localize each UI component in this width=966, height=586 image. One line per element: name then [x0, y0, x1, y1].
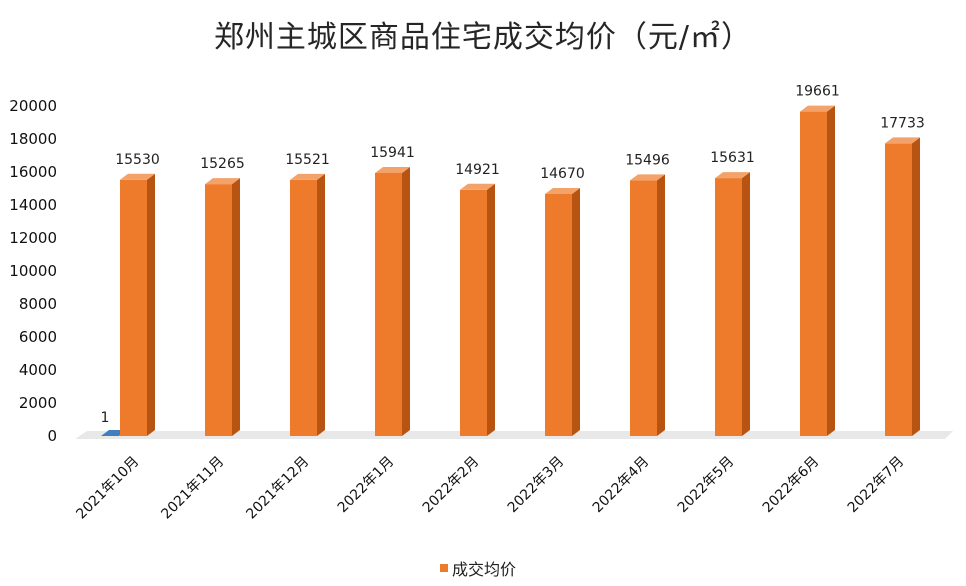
data-label: 1	[101, 410, 110, 426]
data-label: 15265	[200, 156, 245, 172]
data-label: 15530	[115, 152, 160, 168]
y-tick-label: 2000	[19, 394, 57, 412]
y-tick-label: 12000	[9, 229, 57, 247]
x-tick-label: 2022年5月	[675, 454, 738, 517]
bar-side	[912, 137, 920, 436]
bar-side	[147, 173, 155, 436]
bar	[375, 166, 410, 436]
bar-top	[375, 166, 410, 173]
bar-top	[120, 173, 155, 180]
x-tick-label: 2021年10月	[73, 454, 142, 523]
y-tick-label: 8000	[19, 295, 57, 313]
bar	[205, 178, 240, 436]
data-label: 19661	[795, 84, 840, 100]
bar-side	[317, 173, 325, 436]
bar	[460, 183, 495, 436]
y-tick-label: 16000	[9, 163, 57, 181]
bar-side	[487, 183, 495, 436]
x-tick-label: 2022年4月	[590, 454, 653, 517]
bar-side	[742, 172, 750, 436]
bar-top	[630, 174, 665, 181]
legend-label: 成交均价	[452, 560, 517, 579]
legend: 成交均价	[440, 556, 516, 580]
bar-top	[800, 105, 835, 112]
bar	[715, 172, 750, 436]
x-tick-label: 2021年11月	[158, 454, 227, 523]
bar-front	[885, 143, 912, 436]
bar	[885, 137, 920, 436]
bar-side	[572, 187, 580, 436]
bar-front	[545, 193, 572, 436]
data-label: 15521	[285, 152, 330, 168]
bar-front	[290, 179, 317, 436]
bar-top	[460, 183, 495, 190]
bar	[120, 173, 155, 436]
bar-front	[800, 111, 827, 436]
legend-swatch	[440, 564, 448, 572]
y-tick-label: 14000	[9, 196, 57, 214]
bar-top	[885, 137, 920, 144]
bar-top	[205, 178, 240, 185]
data-label: 17733	[880, 115, 925, 131]
bar-top	[545, 187, 580, 194]
bar-side	[402, 166, 410, 436]
bar	[630, 174, 665, 437]
data-label: 14921	[455, 162, 500, 178]
x-tick-label: 2022年6月	[760, 454, 823, 517]
bar-front	[205, 184, 232, 436]
bar-front	[120, 179, 147, 436]
data-label: 15496	[625, 152, 670, 168]
x-tick-label: 2022年2月	[420, 454, 483, 517]
y-tick-label: 20000	[9, 97, 57, 115]
y-tick-label: 4000	[19, 361, 57, 379]
y-tick-label: 10000	[9, 262, 57, 280]
y-tick-label: 0	[47, 427, 57, 445]
data-label: 15941	[370, 145, 415, 161]
bar-front	[375, 172, 402, 436]
bar-front	[630, 180, 657, 436]
x-tick-label: 2022年1月	[335, 454, 398, 517]
y-tick-label: 18000	[9, 130, 57, 148]
bar-side	[657, 174, 665, 437]
x-tick-label: 2022年7月	[845, 454, 908, 517]
bar-side	[827, 105, 835, 436]
chart-title: 郑州主城区商品住宅成交均价（元/㎡）	[213, 20, 753, 55]
y-tick-label: 6000	[19, 328, 57, 346]
bar	[800, 105, 835, 436]
bar-front	[715, 178, 742, 436]
bar-front	[460, 189, 487, 436]
bar-side	[232, 178, 240, 436]
data-label: 15631	[710, 150, 755, 166]
bar	[545, 187, 580, 436]
bar-top	[715, 172, 750, 179]
data-label: 14670	[540, 166, 585, 182]
x-tick-label: 2022年3月	[505, 454, 568, 517]
bar-top	[290, 173, 325, 180]
x-tick-label: 2021年12月	[243, 454, 312, 523]
bar	[290, 173, 325, 436]
